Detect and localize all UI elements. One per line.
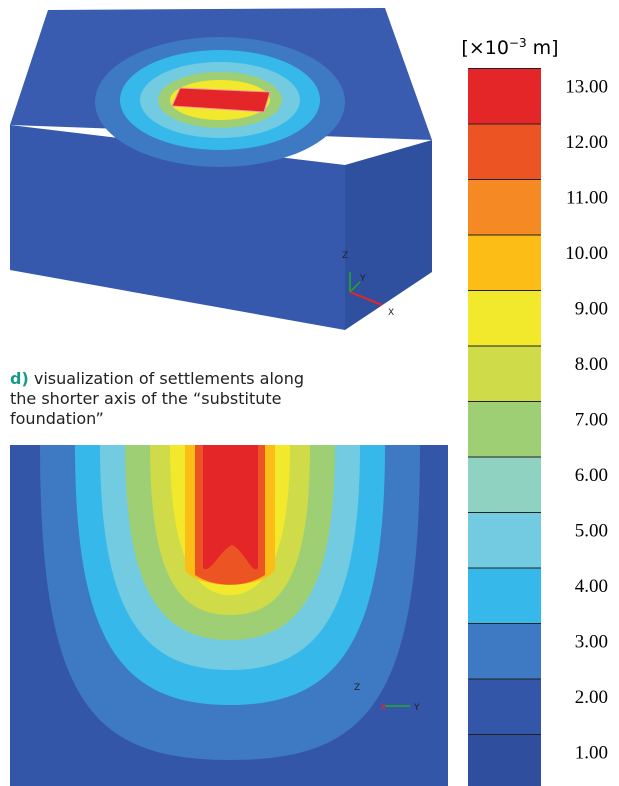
axis-y	[349, 281, 361, 293]
foundation	[171, 87, 271, 113]
axis-label: Z	[342, 251, 348, 261]
unit-suffix: m]	[527, 37, 559, 59]
caption: d) visualization of settlements along	[10, 369, 304, 388]
tick-label: 8.00	[575, 354, 608, 375]
color-band	[468, 457, 541, 513]
axis-x	[349, 291, 383, 306]
color-band	[468, 512, 541, 568]
axis-label: X	[388, 308, 394, 318]
tick-label: 9.00	[575, 299, 608, 320]
side-face	[345, 140, 432, 330]
tick-label: 7.00	[575, 410, 608, 431]
axis-label: X	[380, 703, 386, 713]
color-band	[468, 179, 541, 235]
color-band	[468, 568, 541, 624]
caption-label: d)	[10, 369, 29, 388]
color-band	[468, 235, 541, 291]
caption-line: foundation”	[10, 409, 104, 428]
unit-prefix: [×10	[461, 37, 509, 59]
caption-line: the shorter axis of the “substitute	[10, 389, 281, 408]
tick-label: 2.00	[575, 687, 608, 708]
tick-label: 1.00	[575, 743, 608, 764]
foundation-zone	[203, 445, 258, 570]
unit-exponent: −3	[509, 36, 527, 50]
color-band	[468, 623, 541, 679]
legend-unit: [×10−3 m]	[461, 36, 558, 59]
caption-line: visualization of settlements along	[34, 369, 304, 388]
color-band	[468, 346, 541, 402]
tick-label: 13.00	[565, 77, 608, 98]
color-band	[468, 679, 541, 735]
axis-label: Y	[359, 274, 366, 284]
color-band	[468, 68, 541, 124]
tick-label: 4.00	[575, 576, 608, 597]
tick-label: 12.00	[565, 132, 608, 153]
colorbar: 0.001.002.003.004.005.006.007.008.009.00…	[468, 68, 608, 786]
color-band	[468, 734, 541, 786]
front-face	[10, 125, 345, 330]
axis-label: Y	[413, 703, 420, 713]
section-view: Z X Y	[10, 445, 448, 786]
color-band	[468, 401, 541, 457]
tick-label: 11.00	[566, 188, 608, 209]
color-band	[468, 290, 541, 346]
axis-label: Z	[354, 683, 360, 693]
tick-label: 5.00	[575, 521, 608, 542]
tick-label: 10.00	[565, 243, 608, 264]
tick-label: 3.00	[575, 632, 608, 653]
tick-label: 6.00	[575, 465, 608, 486]
block-view: Z Y X	[10, 8, 432, 330]
color-band	[468, 124, 541, 180]
